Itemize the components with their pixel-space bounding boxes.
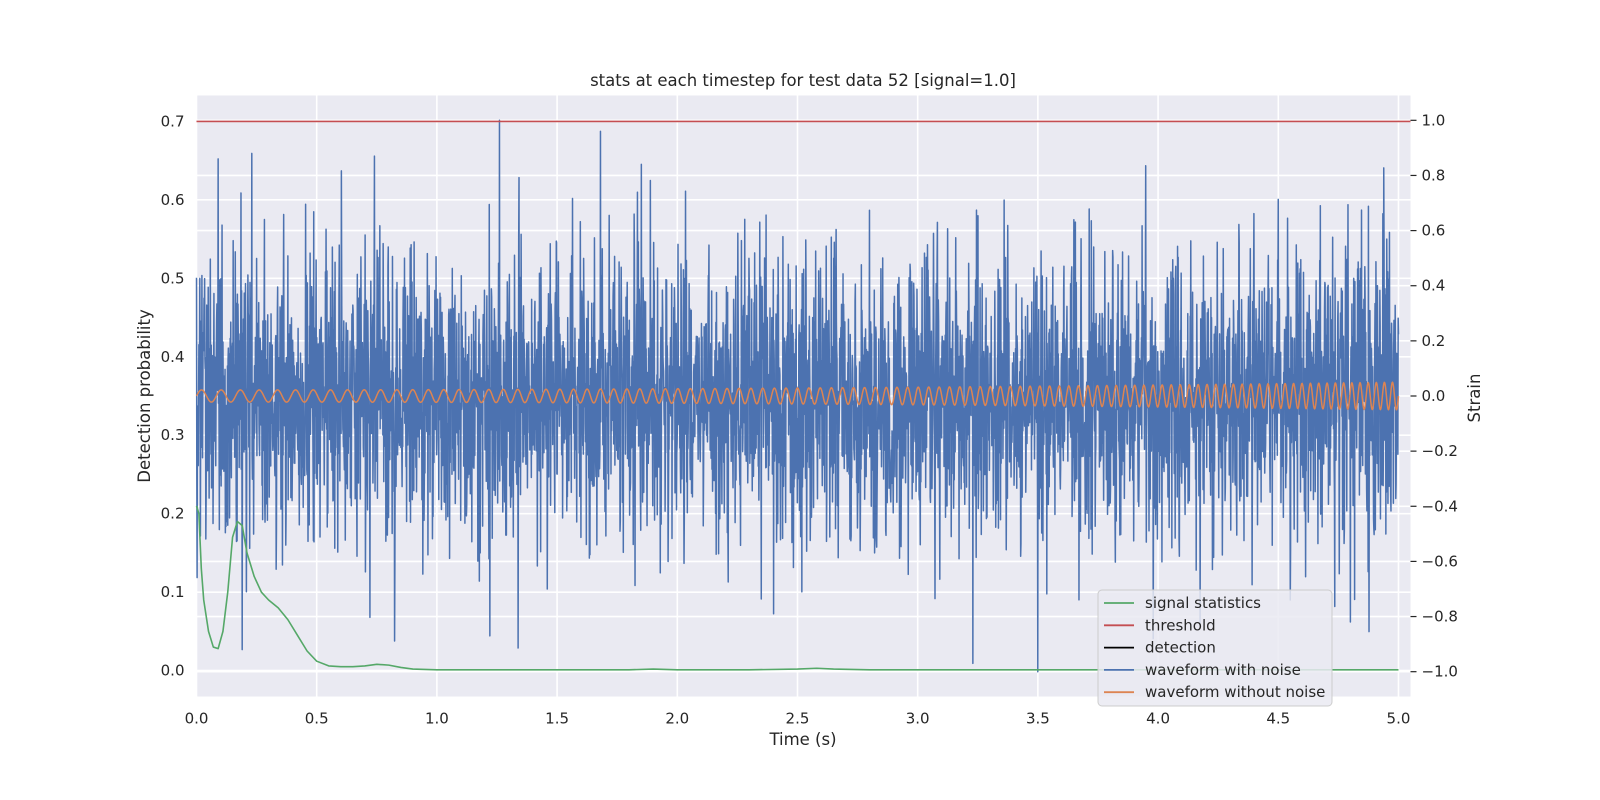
y-right-tick-label: −0.6 xyxy=(1422,552,1458,570)
y-right-tick-label: 0.2 xyxy=(1422,332,1446,350)
y-tick-label: 0.2 xyxy=(161,505,185,523)
series-line-waveform-without-noise xyxy=(195,381,1400,411)
y-tick-label: 0.3 xyxy=(161,426,185,444)
legend-label: waveform with noise xyxy=(1145,661,1301,679)
y-right-tick-label: 0.6 xyxy=(1422,222,1446,240)
y-right-tick-label: 0.8 xyxy=(1422,166,1446,184)
y-right-axis-label: Strain xyxy=(1465,374,1484,423)
x-axis-label: Time (s) xyxy=(768,730,836,749)
legend-label: waveform without noise xyxy=(1145,683,1325,701)
series-line-waveform-with-noise xyxy=(195,119,1400,673)
y-axis-label: Detection probability xyxy=(135,309,154,483)
y-tick-label: 0.5 xyxy=(161,269,185,287)
chart-title: stats at each timestep for test data 52 … xyxy=(590,71,1016,90)
x-tick-label: 0.0 xyxy=(185,710,209,728)
x-tick-label: 1.0 xyxy=(425,710,449,728)
x-tick-label: 3.5 xyxy=(1026,710,1050,728)
series-layer xyxy=(195,119,1411,673)
x-tick-label: 1.5 xyxy=(545,710,569,728)
y-right-tick-label: −0.8 xyxy=(1422,608,1458,626)
y-right-tick-label: −0.4 xyxy=(1422,497,1458,515)
legend-label: threshold xyxy=(1145,616,1216,634)
y-right-tick-label: 0.0 xyxy=(1422,387,1446,405)
legend-box xyxy=(1097,589,1333,707)
x-tick-label: 2.0 xyxy=(665,710,689,728)
legend-label: signal statistics xyxy=(1145,594,1261,612)
x-tick-label: 4.5 xyxy=(1266,710,1290,728)
x-tick-label: 4.0 xyxy=(1146,710,1170,728)
y-tick-label: 0.0 xyxy=(161,662,185,680)
y-tick-label: 0.1 xyxy=(161,583,185,601)
x-tick-label: 2.5 xyxy=(786,710,810,728)
y-tick-label: 0.7 xyxy=(161,112,185,130)
x-tick-label: 3.0 xyxy=(906,710,930,728)
y-tick-label: 0.6 xyxy=(161,191,185,209)
y-right-tick-label: −0.2 xyxy=(1422,442,1458,460)
series-line-signal-statistics xyxy=(195,505,1399,671)
x-tick-label: 5.0 xyxy=(1387,710,1411,728)
y-right-tick-label: −1.0 xyxy=(1422,663,1458,681)
y-tick-label: 0.4 xyxy=(161,348,185,366)
y-right-tick-label: 1.0 xyxy=(1422,111,1446,129)
y-right-tick-label: 0.4 xyxy=(1422,277,1446,295)
legend-label: detection xyxy=(1145,639,1216,657)
ticks: 0.0 0.5 1.0 1.5 2.0 2.5 3.0 3.5 4.0 4.5 5.0 0.0 0.1 0… xyxy=(161,111,1458,727)
x-tick-label: 0.5 xyxy=(305,710,329,728)
legend: signal statistics threshold detection wavef… xyxy=(1097,589,1333,707)
